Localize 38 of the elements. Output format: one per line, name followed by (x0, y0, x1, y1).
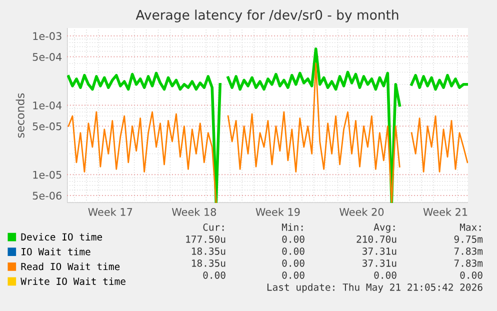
text: Max: (460, 224, 481, 231)
text: 37.31u (362, 247, 396, 255)
y-tick-label: 5e-06 (32, 192, 62, 200)
text: 0.00 (374, 271, 396, 279)
legend-label: Read IO Wait time (21, 262, 120, 270)
x-tick-label: Week 21 (423, 208, 468, 216)
chart-title: Average latency for /dev/sr0 - by month (136, 10, 398, 22)
text: 0.00 (203, 271, 226, 279)
x-tick-label: Week 19 (256, 208, 300, 216)
text: 37.31u (362, 259, 396, 267)
text: Cur: (203, 223, 224, 231)
text: Last update: Thu May 21 21:05:42 2026 (267, 283, 482, 293)
text: 0.00 (282, 259, 304, 267)
text: Avg: (374, 224, 395, 233)
y-tick-label: 1e-05 (33, 170, 62, 179)
legend-label: Write IO Wait time (20, 277, 126, 285)
text: 0.00 (282, 271, 304, 279)
text: 7.83m (454, 247, 483, 255)
text: 9.75m (454, 235, 483, 243)
y-tick-label: 1e-04 (33, 101, 62, 110)
y-axis-title: seconds (16, 93, 24, 138)
x-tick-label: Week 20 (340, 208, 384, 216)
text: 7.83m (454, 259, 483, 267)
x-tick-label: Week 17 (88, 208, 132, 216)
legend-label: IO Wait time (22, 248, 90, 256)
y-tick-label: 1e-03 (33, 32, 62, 40)
legend-label: Device IO time (21, 233, 102, 241)
text: 210.70u (356, 235, 396, 243)
text: 0.00 (460, 271, 482, 279)
text: 18.35u (192, 259, 226, 267)
text: 177.50u (186, 235, 226, 243)
y-tick-label: 5e-04 (32, 53, 62, 61)
y-tick-label: 5e-05 (32, 122, 62, 130)
text: 18.35u (192, 247, 226, 255)
text: 0.00 (282, 247, 304, 255)
text: 0.00 (282, 235, 304, 243)
x-tick-label: Week 18 (172, 208, 216, 216)
text: Min: (282, 223, 303, 231)
